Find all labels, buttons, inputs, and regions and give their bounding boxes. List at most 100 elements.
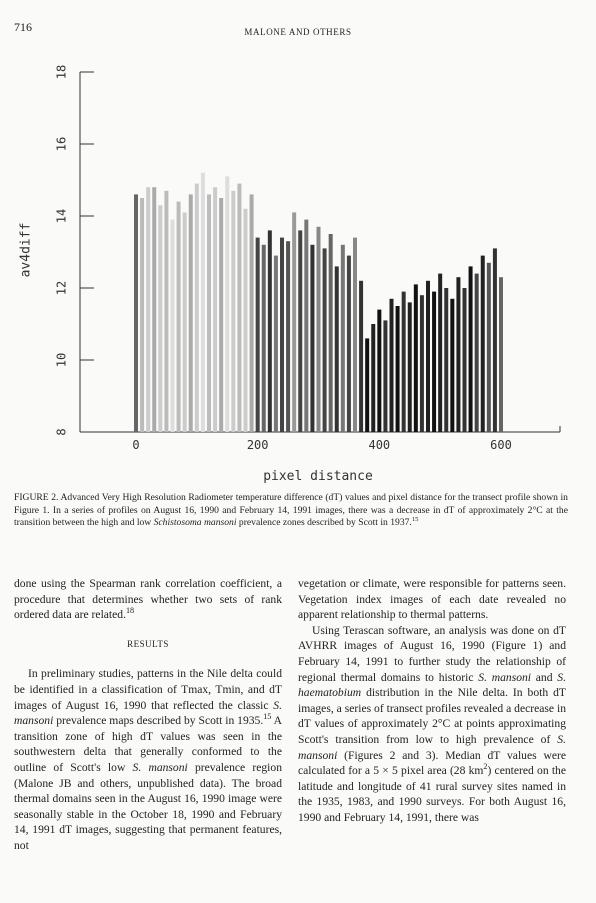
- text-run: done using the Spearman rank correlation…: [14, 577, 282, 622]
- bar: [261, 244, 266, 432]
- bar: [340, 244, 345, 432]
- y-tick-label: 10: [55, 353, 69, 367]
- bar: [468, 266, 473, 432]
- right-column: vegetation or climate, were responsible …: [298, 576, 566, 826]
- text-run: prevalence region (Malone JB and others,…: [14, 760, 282, 852]
- chart: 8 10 12 14 16 18 0 200 400 600 av4diff pixel distan…: [19, 65, 561, 484]
- x-tick-label: 400: [368, 438, 390, 452]
- paragraph: In preliminary studies, patterns in the …: [14, 666, 282, 853]
- text-run: 15: [411, 516, 419, 523]
- text-run: 15: [263, 712, 272, 722]
- bar: [486, 262, 491, 432]
- y-tick-label: 8: [55, 428, 69, 435]
- bar: [346, 255, 351, 432]
- paragraph: vegetation or climate, were responsible …: [298, 576, 566, 623]
- bar: [188, 194, 193, 432]
- text-run: S. haematobium: [298, 670, 566, 700]
- bar: [450, 298, 455, 432]
- running-title: MALONE AND OTHERS: [244, 27, 352, 37]
- bar: [219, 198, 224, 432]
- bar: [359, 280, 364, 432]
- bar: [334, 266, 339, 432]
- bar: [499, 277, 503, 432]
- bar: [401, 291, 406, 432]
- figure-caption: FIGURE 2. Advanced Very High Resolution …: [14, 492, 568, 530]
- text-run: Using Terascan software, an analysis was…: [298, 623, 566, 684]
- bar: [207, 194, 211, 432]
- text-run: 18: [126, 606, 135, 616]
- bar: [134, 194, 138, 432]
- text-run: ) centered on the latitude and longitude…: [298, 764, 566, 824]
- text-run: prevalence zones described by Scott in 1…: [236, 517, 412, 529]
- bar: [292, 212, 297, 432]
- text-run: S. mansoni: [14, 698, 282, 728]
- x-tick-label: 600: [490, 438, 512, 452]
- bar: [146, 187, 151, 432]
- paragraph: Using Terascan software, an analysis was…: [298, 623, 566, 826]
- y-tick-label: 18: [55, 65, 69, 79]
- text-run: and: [531, 670, 558, 684]
- text-run: Schistosoma mansoni: [153, 517, 237, 529]
- bar: [389, 298, 394, 432]
- bar: [371, 324, 376, 432]
- x-tick-label: 200: [247, 438, 269, 452]
- bar: [419, 295, 424, 432]
- bar: [383, 320, 388, 432]
- x-axis-label: pixel distance: [263, 469, 373, 484]
- bar: [310, 244, 315, 432]
- text-run: In preliminary studies, patterns in the …: [14, 667, 282, 712]
- bar: [200, 172, 205, 433]
- bar: [456, 277, 461, 432]
- bar: [152, 187, 157, 432]
- bar: [225, 176, 230, 432]
- text-run: distribution in the Nile delta. In both …: [298, 686, 566, 746]
- bar: [280, 237, 284, 432]
- bar: [444, 288, 449, 432]
- bar: [322, 248, 327, 432]
- text-run: 2: [483, 762, 488, 772]
- y-tick-label: 16: [55, 137, 69, 151]
- bar: [474, 273, 479, 432]
- bar: [267, 230, 272, 432]
- bar: [164, 190, 169, 432]
- bar: [182, 212, 187, 432]
- bar: [328, 234, 333, 432]
- y-tick-label: 14: [55, 209, 69, 223]
- section-heading: RESULTS: [127, 638, 169, 649]
- y-tick-label: 12: [55, 281, 69, 295]
- text-run: S. mansoni: [298, 732, 566, 762]
- text-run: S. mansoni: [478, 670, 532, 684]
- bar: [353, 237, 357, 432]
- bar: [316, 226, 321, 432]
- bar: [170, 219, 175, 432]
- bar: [480, 255, 485, 432]
- bar: [413, 284, 418, 432]
- bar: [426, 280, 430, 432]
- bar: [273, 255, 278, 432]
- y-axis-label: av4diff: [19, 223, 34, 278]
- x-tick-label: 0: [132, 438, 139, 452]
- bar: [492, 248, 497, 432]
- text-run: FIGURE 2.: [14, 492, 59, 503]
- left-column: done using the Spearman rank correlation…: [14, 576, 282, 854]
- text-run: S. mansoni: [132, 760, 188, 774]
- text-run: prevalence maps described by Scott in 19…: [53, 714, 264, 728]
- bar: [407, 302, 412, 432]
- bar: [286, 241, 291, 432]
- page-number: 716: [14, 20, 32, 34]
- bar: [304, 219, 309, 432]
- text-run: Advanced Very High Resolution Radiometer…: [14, 492, 568, 529]
- paragraph: done using the Spearman rank correlation…: [14, 576, 282, 623]
- bar: [255, 237, 260, 432]
- bar: [432, 291, 437, 432]
- bar: [231, 190, 236, 432]
- bar: [298, 230, 303, 432]
- bar: [462, 288, 467, 432]
- text-run: A transition zone of high dT values was …: [14, 714, 282, 774]
- bar: [176, 201, 181, 432]
- bar: [249, 194, 254, 432]
- bar: [438, 273, 443, 432]
- bar: [395, 306, 400, 432]
- bar: [377, 309, 382, 432]
